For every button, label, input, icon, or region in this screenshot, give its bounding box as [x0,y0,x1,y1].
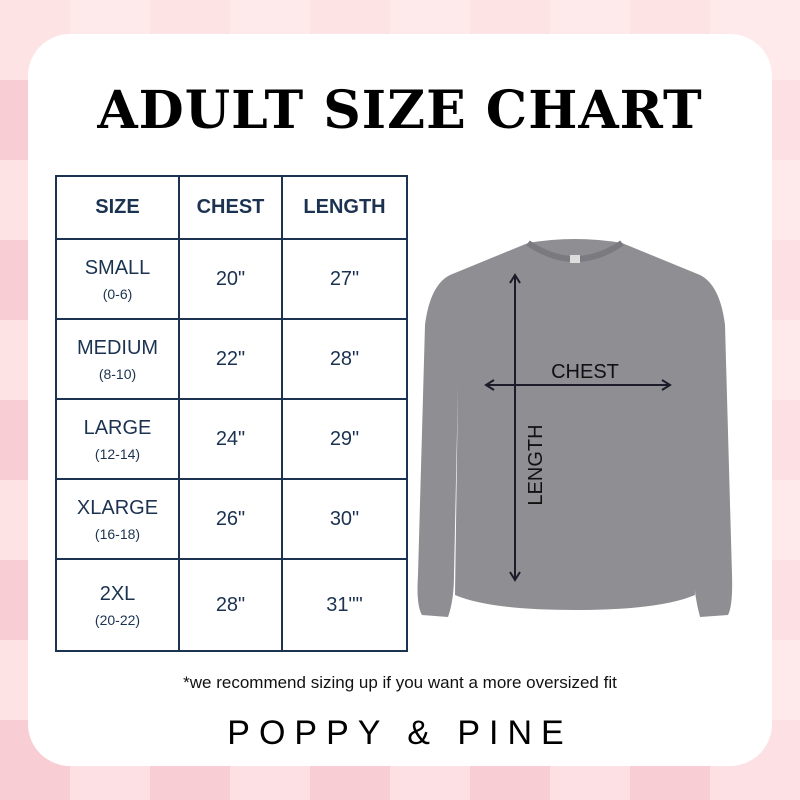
table-row: MEDIUM (8-10) 22" 28" [55,318,408,400]
length-value: 28" [281,318,408,400]
header-chest: CHEST [178,175,283,240]
chest-value: 24" [178,398,283,480]
length-value: 27" [281,238,408,320]
sweatshirt-diagram: CHEST LENGTH [417,239,733,617]
size-table: SIZE CHEST LENGTH SMALL (0-6) 20" 27" MEDIU… [55,175,408,652]
header-size: SIZE [55,175,180,240]
table-row: LARGE (12-14) 24" 29" [55,398,408,480]
sweatshirt-image [417,239,733,617]
header-length: LENGTH [281,175,408,240]
chest-value: 20" [178,238,283,320]
table-row: 2XL (20-22) 28" 31"" [55,558,408,652]
size-range: (12-14) [94,445,141,462]
size-range: (0-6) [102,285,133,302]
chest-value: 26" [178,478,283,560]
size-range: (16-18) [94,525,141,542]
table-row: SMALL (0-6) 20" 27" [55,238,408,320]
chest-value: 28" [178,558,283,652]
table-row: XLARGE (16-18) 26" 30" [55,478,408,560]
shirt-tag [570,255,580,263]
size-name: MEDIUM [76,336,159,359]
size-name: 2XL [99,582,136,605]
size-name: LARGE [83,416,152,439]
length-value: 29" [281,398,408,480]
chest-value: 22" [178,318,283,400]
sizing-note: *we recommend sizing up if you want a mo… [183,673,617,692]
brand-name: POPPY & PINE [227,714,573,752]
table-header-row: SIZE CHEST LENGTH [55,175,408,240]
chest-label: CHEST [551,361,619,383]
length-label: LENGTH [525,424,547,505]
page-title: ADULT SIZE CHART [97,80,703,141]
size-range: (20-22) [94,611,141,628]
size-name: SMALL [84,256,151,279]
length-value: 30" [281,478,408,560]
size-name: XLARGE [76,496,159,519]
size-range: (8-10) [98,365,137,382]
length-value: 31"" [281,558,408,652]
